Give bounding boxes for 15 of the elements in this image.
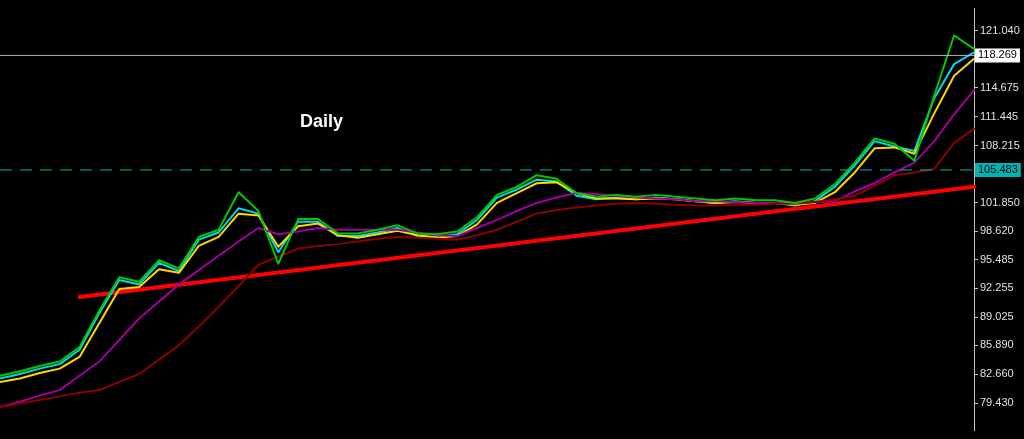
y-tick-label: 79.430 [980,396,1014,409]
y-tick-label: 101.850 [980,195,1020,208]
y-tick-label: 111.445 [980,109,1019,122]
y-tick-label: 89.025 [980,310,1014,323]
text: Daily [299,111,343,132]
y-tick-label: 82.660 [980,367,1014,380]
ref-line-label: 105.483 [978,162,1018,175]
y-tick-label: 114.675 [980,80,1019,93]
y-tick-label: 121.040 [980,23,1020,36]
y-tick-label: 108.215 [980,138,1020,151]
y-tick-label: 98.620 [980,224,1014,237]
ref-line-label: 118.269 [978,48,1017,61]
y-tick-label: 95.485 [980,252,1014,265]
y-tick-label: 85.890 [980,338,1014,351]
y-tick-label: 92.255 [980,281,1014,294]
